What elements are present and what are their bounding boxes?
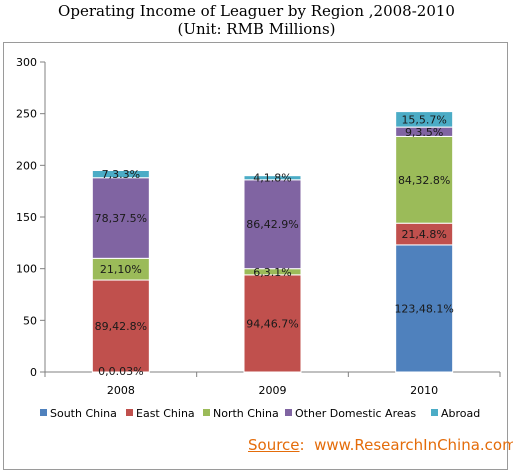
legend-swatch <box>40 409 47 416</box>
bar-segment <box>91 279 150 373</box>
legend-swatch <box>203 409 210 416</box>
y-tick-label: 300 <box>16 56 37 69</box>
source-note: Source: www.ResearchInChina.com <box>248 436 513 454</box>
data-label: 4,1.8% <box>253 172 291 185</box>
bar-segment <box>243 274 302 373</box>
legend-swatch <box>126 409 133 416</box>
legend-label: North China <box>213 407 279 420</box>
legend-label: Abroad <box>441 407 480 420</box>
x-tick-label: 2010 <box>410 384 438 397</box>
data-label: 123,48.1% <box>394 302 453 315</box>
bar-segment <box>91 170 150 179</box>
x-tick-label: 2009 <box>259 384 287 397</box>
source-url: www.ResearchInChina.com <box>314 436 513 454</box>
chart-title: Operating Income of Leaguer by Region ,2… <box>58 2 455 20</box>
x-tick-label: 2008 <box>107 384 135 397</box>
data-label: 89,42.8% <box>95 320 147 333</box>
y-tick-label: 200 <box>16 159 37 172</box>
data-label: 7,3.3% <box>102 168 140 181</box>
bar-segment <box>395 111 454 128</box>
bar-segment <box>243 175 302 181</box>
y-tick-label: 100 <box>16 263 37 276</box>
y-tick-label: 250 <box>16 108 37 121</box>
legend-label: South China <box>50 407 117 420</box>
data-label: 0,0.03% <box>98 365 143 378</box>
data-label: 21,4.8% <box>401 228 446 241</box>
data-label: 78,37.5% <box>95 212 147 225</box>
data-label: 84,32.8% <box>398 174 450 187</box>
source-separator: : <box>299 436 305 454</box>
data-label: 6,3.1% <box>253 266 291 279</box>
y-tick-label: 150 <box>16 211 37 224</box>
legend-swatch <box>285 409 292 416</box>
bar-segment <box>395 135 454 224</box>
source-label: Source <box>248 436 300 454</box>
legend-label: East China <box>136 407 195 420</box>
data-label: 86,42.9% <box>246 218 298 231</box>
data-label: 21,10% <box>100 263 142 276</box>
data-label: 94,46.7% <box>246 317 298 330</box>
chart-subtitle: (Unit: RMB Millions) <box>177 20 336 38</box>
legend-label: Other Domestic Areas <box>295 407 416 420</box>
y-tick-label: 0 <box>30 366 37 379</box>
data-label: 15,5.7% <box>401 113 446 126</box>
y-tick-label: 50 <box>23 314 37 327</box>
legend-swatch <box>431 409 438 416</box>
data-label: 9,3.5% <box>405 126 443 139</box>
chart-frame <box>3 42 508 470</box>
